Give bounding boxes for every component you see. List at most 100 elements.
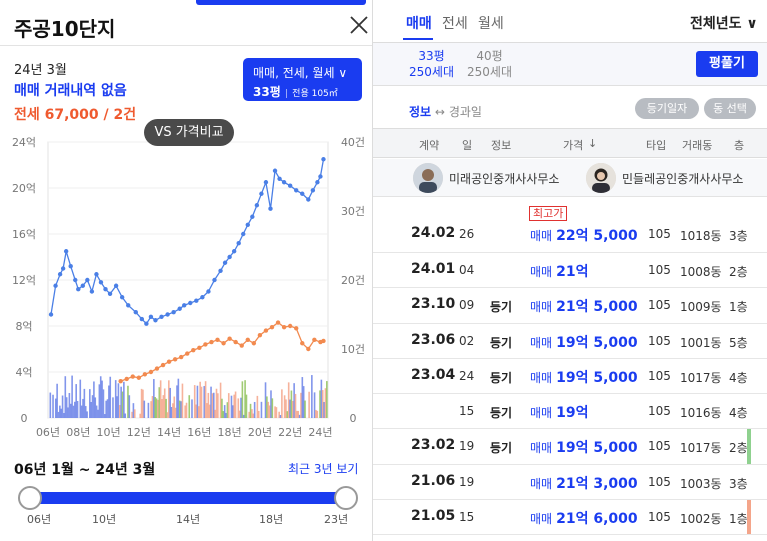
dong-select-chip[interactable]: 동 선택 — [704, 98, 756, 119]
volume-bar — [161, 399, 163, 418]
sale-point — [148, 314, 154, 319]
table-row[interactable]: 23.06 02 등기 매매 19억 5,000 105 1001동 5층 — [373, 324, 767, 359]
table-row[interactable]: 23.10 09 등기 매매 21억 5,000 105 1009동 1층 — [373, 288, 767, 324]
volume-bar — [308, 391, 310, 418]
close-icon[interactable] — [348, 14, 370, 36]
volume-bar — [163, 388, 166, 418]
col-floor[interactable]: 층 — [734, 139, 745, 152]
slider-track — [30, 492, 346, 504]
slider-end-handle[interactable] — [334, 486, 358, 510]
volume-bar — [185, 402, 188, 418]
volume-bar — [178, 400, 181, 418]
table-row[interactable]: 21.05 15 매매 21억 6,000 105 1002동 1층 — [373, 500, 767, 536]
volume-bar — [234, 391, 237, 418]
volume-bar — [184, 405, 186, 418]
tab-wolse[interactable]: 월세 — [478, 16, 504, 32]
volume-bar — [238, 410, 241, 418]
sale-point — [194, 298, 199, 303]
table-row[interactable]: 24.01 04 매매 21억 105 1008동 2층 — [373, 253, 767, 289]
period-slider[interactable]: 06년 10년 14년 18년 23년 — [0, 484, 373, 541]
expand-area-button[interactable]: 평풀기 — [696, 51, 758, 77]
volume-bar — [221, 398, 223, 418]
jeonse-point — [221, 341, 226, 346]
volume-bar — [287, 382, 290, 418]
volume-bar — [241, 381, 244, 418]
avatar — [586, 163, 616, 193]
record-high-badge: 최고가 — [529, 206, 568, 221]
floor: 1층 — [729, 512, 748, 527]
table-row[interactable]: 24.02 26 매매 22억 5,000 105 1018동 3층 최고가 — [373, 198, 767, 253]
volume-bar — [49, 392, 52, 418]
building-dong: 1009동 — [680, 300, 722, 315]
table-row[interactable]: 21.06 19 매매 21억 3,000 105 1003동 3층 — [373, 465, 767, 501]
volume-bar — [217, 393, 219, 418]
price-chart[interactable]: 0 4억 8억 12억 16억 20억 24억 0 10건 20건 30건 40건 06년 08년 10… — [0, 130, 373, 448]
volume-bar — [293, 383, 295, 418]
sale-point — [165, 312, 170, 317]
jeonse-point — [142, 372, 148, 377]
jeonse-point — [287, 323, 293, 329]
price-cell: 매매 21억 5,000 — [530, 296, 638, 316]
volume-bar — [168, 380, 170, 418]
volume-bar — [131, 411, 133, 418]
recent-3y-link[interactable]: 최근 3년 보기 — [288, 462, 359, 476]
area-selector: 33평 250세대 40평 250세대 평풀기 — [373, 43, 767, 86]
info-toggle[interactable]: 정보 ↔ 경과일 — [409, 103, 482, 120]
y-left-tick: 8억 — [15, 320, 32, 333]
price-value: 21억 6,000 — [556, 511, 638, 528]
unit-type: 105 — [648, 263, 671, 277]
slider-label: 06년 — [27, 513, 52, 526]
table-row[interactable]: 23.04 24 등기 매매 19억 5,000 105 1017동 4층 — [373, 359, 767, 395]
contract-date: 23.04 — [411, 366, 456, 383]
volume-bar — [302, 386, 305, 418]
volume-bar — [290, 390, 293, 418]
agent-name: 민들레공인중개사사무소 — [622, 172, 744, 186]
year-select[interactable]: 전체년도 ∨ — [690, 16, 758, 32]
volume-bar — [188, 395, 191, 418]
jeonse-point — [124, 376, 129, 382]
volume-bar — [267, 401, 270, 418]
volume-bar — [286, 411, 289, 418]
slider-start-handle[interactable] — [18, 486, 42, 510]
sale-point — [259, 191, 264, 196]
col-type[interactable]: 타입 — [646, 139, 667, 152]
unit-type: 105 — [648, 298, 671, 313]
floor: 3층 — [729, 229, 748, 243]
sale-point — [113, 283, 119, 288]
contract-day: 04 — [459, 263, 475, 277]
registered-flag: 등기 — [490, 335, 513, 350]
sale-point — [159, 314, 164, 319]
sale-point — [294, 188, 299, 193]
col-dong[interactable]: 거래동 — [682, 139, 713, 152]
complex-title: 주공10단지 — [14, 17, 116, 41]
volume-bar — [268, 405, 271, 418]
volume-bar — [245, 394, 248, 418]
tab-jeonse[interactable]: 전세 — [442, 16, 468, 32]
col-price[interactable]: 가격 — [563, 139, 584, 152]
agent-name: 미래공인중개사사무소 — [449, 172, 560, 186]
price-value: 19억 — [556, 405, 589, 422]
sort-down-icon[interactable]: ↓ — [588, 137, 598, 150]
volume-bar — [155, 398, 158, 418]
sale-point — [254, 203, 260, 208]
table-row[interactable]: 15 등기 매매 19억 105 1016동 4층 — [373, 394, 767, 430]
volume-bar — [320, 379, 323, 418]
x-tick: 20년 — [248, 426, 272, 439]
volume-bar — [61, 395, 64, 418]
area-option-33[interactable]: 33평 250세대 — [409, 48, 454, 80]
registered-date-chip[interactable]: 등기일자 — [635, 98, 699, 119]
volume-bar — [120, 386, 122, 418]
col-info[interactable]: 정보 — [491, 139, 512, 152]
x-tick: 10년 — [96, 426, 120, 439]
area-option-40[interactable]: 40평 250세대 — [467, 48, 512, 80]
trade-type-filter-button[interactable]: 매매, 전세, 월세 ∨ 33평 | 전용 105㎡ — [243, 58, 362, 101]
sale-point — [306, 197, 311, 202]
table-row[interactable]: 23.02 19 등기 매매 19억 5,000 105 1017동 2층 — [373, 429, 767, 465]
col-contract[interactable]: 계약 — [419, 139, 440, 152]
col-day[interactable]: 일 — [462, 139, 473, 152]
tab-sale[interactable]: 매매 — [406, 16, 432, 32]
y-left-tick: 20억 — [12, 182, 36, 195]
volume-bar — [319, 390, 321, 418]
volume-bar — [206, 403, 208, 418]
vs-compare-button[interactable]: VS 가격비교 — [144, 119, 234, 146]
